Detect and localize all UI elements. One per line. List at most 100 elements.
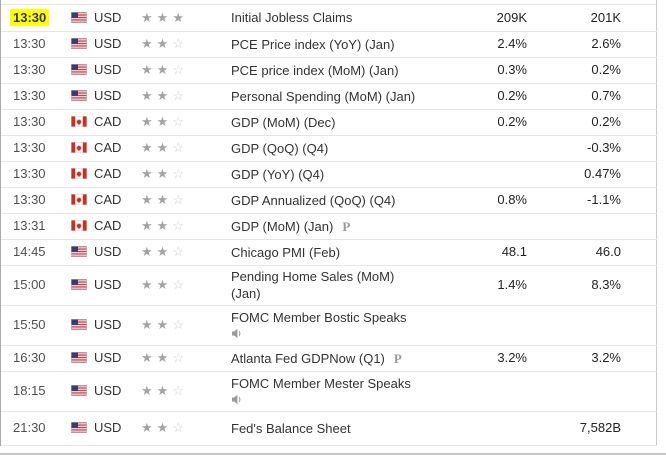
importance-cell: ★ ★ ☆ xyxy=(139,411,231,445)
event-name[interactable]: PCE price index (MoM) (Jan) xyxy=(231,62,399,78)
star-empty-icon: ☆ xyxy=(172,88,184,103)
importance-cell: ★ ★ ☆ xyxy=(139,345,231,371)
event-name[interactable]: GDP (YoY) (Q4) xyxy=(231,166,325,182)
calendar-row[interactable]: 15:50 USD ★ ★ ☆ FOMC Member Bostic Speaks xyxy=(1,305,657,345)
event-cell[interactable]: Pending Home Sales (MoM) (Jan) xyxy=(231,265,457,305)
row-spacer xyxy=(621,345,657,371)
importance-stars: ★ ★ ☆ xyxy=(141,87,188,104)
forecast-value: 3.2% xyxy=(497,350,527,365)
ca-flag-icon xyxy=(71,194,87,205)
forecast-cell: 1.4% xyxy=(457,265,527,305)
currency-cell: USD xyxy=(65,57,139,83)
event-name[interactable]: Initial Jobless Claims xyxy=(231,10,353,26)
previous-cell: 201K xyxy=(527,5,621,31)
event-name[interactable]: FOMC Member Bostic Speaks xyxy=(231,310,407,325)
calendar-row[interactable]: 13:30 USD ★ ★ ★ Initial Jobless Claims 209… xyxy=(1,5,657,31)
event-cell[interactable]: GDP (MoM) (Dec) xyxy=(231,109,457,135)
event-time: 16:30 xyxy=(13,350,46,365)
row-spacer xyxy=(621,411,657,445)
importance-stars: ★ ★ ☆ xyxy=(141,349,188,366)
importance-cell: ★ ★ ☆ xyxy=(139,213,231,239)
calendar-row[interactable]: 13:30 CAD ★ ★ ☆ GDP (QoQ) (Q4) -0.3% xyxy=(1,135,657,161)
previous-value: 0.47% xyxy=(584,166,621,181)
event-name[interactable]: GDP (MoM) (Dec) xyxy=(231,114,336,130)
calendar-row[interactable]: 13:30 CAD ★ ★ ☆ GDP (YoY) (Q4) 0.47% xyxy=(1,161,657,187)
us-flag-icon xyxy=(71,279,87,290)
importance-stars: ★ ★ ☆ xyxy=(141,243,188,260)
importance-stars: ★ ★ ☆ xyxy=(141,61,188,78)
calendar-row[interactable]: 13:30 USD ★ ★ ☆ PCE Price index (YoY) (Jan… xyxy=(1,31,657,57)
event-cell[interactable]: Fed's Balance Sheet xyxy=(231,411,457,445)
event-cell[interactable]: Initial Jobless Claims xyxy=(231,5,457,31)
event-time: 13:30 xyxy=(13,114,46,129)
star-filled-icon: ★ xyxy=(156,218,169,233)
calendar-row[interactable]: 13:30 CAD ★ ★ ☆ GDP Annualized (QoQ) (Q4) … xyxy=(1,187,657,213)
star-filled-icon: ★ xyxy=(141,88,153,103)
star-empty-icon: ☆ xyxy=(172,114,184,129)
calendar-row[interactable]: 13:30 USD ★ ★ ☆ PCE price index (MoM) (Jan… xyxy=(1,57,657,83)
bottom-gutter xyxy=(0,445,666,453)
event-name[interactable]: FOMC Member Mester Speaks xyxy=(231,376,411,391)
currency-code: USD xyxy=(94,244,122,259)
currency-code: CAD xyxy=(94,166,122,181)
speaker-icon xyxy=(231,328,457,341)
event-name[interactable]: GDP (MoM) (Jan) P xyxy=(231,218,351,234)
event-time: 13:30 xyxy=(13,36,46,51)
calendar-row[interactable]: 21:30 USD ★ ★ ☆ Fed's Balance Sheet 7,582B xyxy=(1,411,657,445)
importance-cell: ★ ★ ☆ xyxy=(139,135,231,161)
event-cell[interactable]: PCE Price index (YoY) (Jan) xyxy=(231,31,457,57)
calendar-row[interactable]: 13:31 CAD ★ ★ ☆ GDP (MoM) (Jan) P xyxy=(1,213,657,239)
event-name[interactable]: GDP (QoQ) (Q4) xyxy=(231,140,329,156)
star-filled-icon: ★ xyxy=(156,114,169,129)
previous-value: 0.2% xyxy=(591,114,621,129)
star-empty-icon: ☆ xyxy=(172,218,184,233)
event-time: 21:30 xyxy=(13,420,46,435)
ca-flag-graphic xyxy=(71,116,87,127)
us-flag-graphic xyxy=(71,90,87,101)
calendar-row[interactable]: 13:30 USD ★ ★ ☆ Personal Spending (MoM) (J… xyxy=(1,83,657,109)
importance-cell: ★ ★ ☆ xyxy=(139,305,231,345)
event-cell[interactable]: GDP Annualized (QoQ) (Q4) xyxy=(231,187,457,213)
star-filled-icon: ★ xyxy=(156,383,169,398)
calendar-row[interactable]: 18:15 USD ★ ★ ☆ FOMC Member Mester Speaks xyxy=(1,371,657,411)
event-cell[interactable]: Personal Spending (MoM) (Jan) xyxy=(231,83,457,109)
time-cell: 13:30 xyxy=(1,187,65,213)
forecast-cell xyxy=(457,371,527,411)
event-cell[interactable]: Chicago PMI (Feb) xyxy=(231,239,457,265)
event-name[interactable]: Personal Spending (MoM) (Jan) xyxy=(231,88,416,104)
event-name[interactable]: Atlanta Fed GDPNow (Q1) P xyxy=(231,350,402,366)
event-cell[interactable]: GDP (YoY) (Q4) xyxy=(231,161,457,187)
event-name[interactable]: (Jan) xyxy=(231,286,261,301)
us-flag-graphic xyxy=(71,279,87,290)
preliminary-release-icon: P xyxy=(342,218,351,234)
calendar-row[interactable]: 13:30 CAD ★ ★ ☆ GDP (MoM) (Dec) 0.2% 0.2% xyxy=(1,109,657,135)
star-filled-icon: ★ xyxy=(141,36,153,51)
currency-code: USD xyxy=(94,62,122,77)
event-cell[interactable]: Atlanta Fed GDPNow (Q1) P xyxy=(231,345,457,371)
currency-cell: USD xyxy=(65,411,139,445)
star-empty-icon: ☆ xyxy=(172,317,184,332)
speaker-icon xyxy=(231,394,457,407)
event-cell[interactable]: PCE price index (MoM) (Jan) xyxy=(231,57,457,83)
event-cell[interactable]: FOMC Member Mester Speaks xyxy=(231,371,457,411)
star-filled-icon: ★ xyxy=(141,420,153,435)
event-cell[interactable]: GDP (MoM) (Jan) P xyxy=(231,213,457,239)
event-name[interactable]: Fed's Balance Sheet xyxy=(231,420,351,436)
event-name[interactable]: Chicago PMI (Feb) xyxy=(231,244,341,260)
us-flag-graphic xyxy=(71,38,87,49)
event-cell[interactable]: FOMC Member Bostic Speaks xyxy=(231,305,457,345)
event-time: 18:15 xyxy=(13,383,46,398)
calendar-row[interactable]: 14:45 USD ★ ★ ☆ Chicago PMI (Feb) 48.1 46.… xyxy=(1,239,657,265)
event-name[interactable]: Pending Home Sales (MoM) xyxy=(231,269,395,284)
event-cell[interactable]: GDP (QoQ) (Q4) xyxy=(231,135,457,161)
calendar-row[interactable]: 16:30 USD ★ ★ ☆ Atlanta Fed GDPNow (Q1) P 3… xyxy=(1,345,657,371)
previous-value: -0.3% xyxy=(587,140,621,155)
calendar-row[interactable]: 15:00 USD ★ ★ ☆ Pending Home Sales (MoM) (J… xyxy=(1,265,657,305)
event-name[interactable]: PCE Price index (YoY) (Jan) xyxy=(231,36,395,52)
currency-code: CAD xyxy=(94,218,122,233)
time-cell: 13:30 xyxy=(1,31,65,57)
event-name[interactable]: GDP Annualized (QoQ) (Q4) xyxy=(231,192,396,208)
previous-value: -1.1% xyxy=(587,192,621,207)
calendar-body: 13:30 USD ★ ★ ★ Initial Jobless Claims 209… xyxy=(1,5,657,445)
currency-cell: USD xyxy=(65,31,139,57)
